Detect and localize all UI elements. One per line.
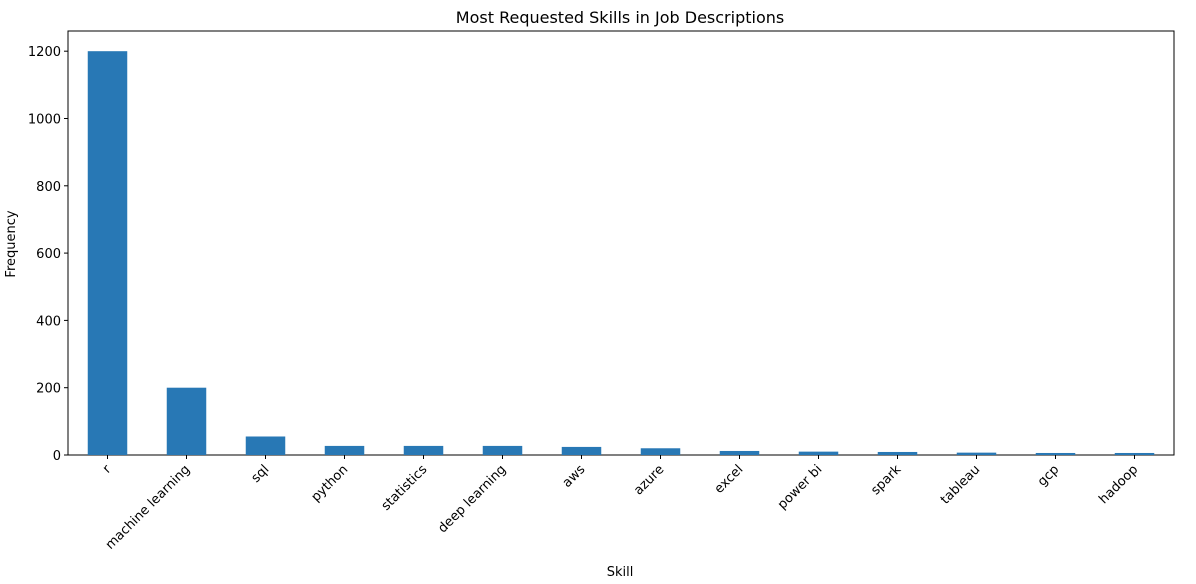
x-tick-label: hadoop — [1096, 462, 1141, 507]
bar-python — [324, 445, 365, 455]
bar-statistics — [403, 445, 444, 455]
y-tick-label: 200 — [36, 382, 61, 397]
bar-hadoop — [1114, 452, 1155, 455]
bar-excel — [719, 450, 760, 455]
x-tick-label: tableau — [938, 462, 983, 507]
x-tick-label: python — [309, 462, 352, 505]
y-tick-label: 600 — [36, 247, 61, 262]
bar-azure — [640, 448, 681, 455]
y-tick-label: 1200 — [28, 45, 61, 60]
bar-sql — [245, 436, 286, 455]
y-tick-label: 0 — [53, 449, 61, 464]
x-tick-label: aws — [560, 462, 589, 491]
bar-tableau — [956, 452, 997, 455]
chart-title: Most Requested Skills in Job Description… — [456, 8, 784, 27]
bar-aws — [561, 446, 602, 455]
x-tick-label: deep learning — [435, 462, 509, 536]
y-tick-label: 400 — [36, 314, 61, 329]
x-tick-label: sql — [249, 462, 273, 486]
bar-r — [87, 51, 128, 455]
y-axis: 0 200 400 600 800 1000 1200 — [28, 45, 68, 464]
x-tick-label: machine learning — [103, 462, 194, 553]
x-tick-label: gcp — [1035, 462, 1062, 489]
plot-area — [67, 30, 1175, 456]
x-tick-label: r — [100, 462, 115, 477]
bar-machine-learning — [166, 387, 207, 455]
bar-gcp — [1035, 452, 1076, 455]
y-tick-label: 1000 — [28, 112, 61, 127]
x-tick-label: power bi — [775, 462, 825, 512]
y-axis-label: Frequency — [4, 210, 19, 277]
x-tick-label: azure — [631, 462, 667, 498]
x-tick-label: spark — [868, 462, 904, 498]
x-tick-label: excel — [712, 462, 747, 497]
x-axis-label: Skill — [607, 565, 634, 580]
bar-spark — [877, 451, 918, 455]
y-tick-label: 800 — [36, 180, 61, 195]
x-tick-label: statistics — [379, 462, 431, 514]
bar-deep-learning — [482, 445, 523, 455]
bar-power-bi — [798, 451, 839, 455]
bars — [87, 51, 1155, 455]
